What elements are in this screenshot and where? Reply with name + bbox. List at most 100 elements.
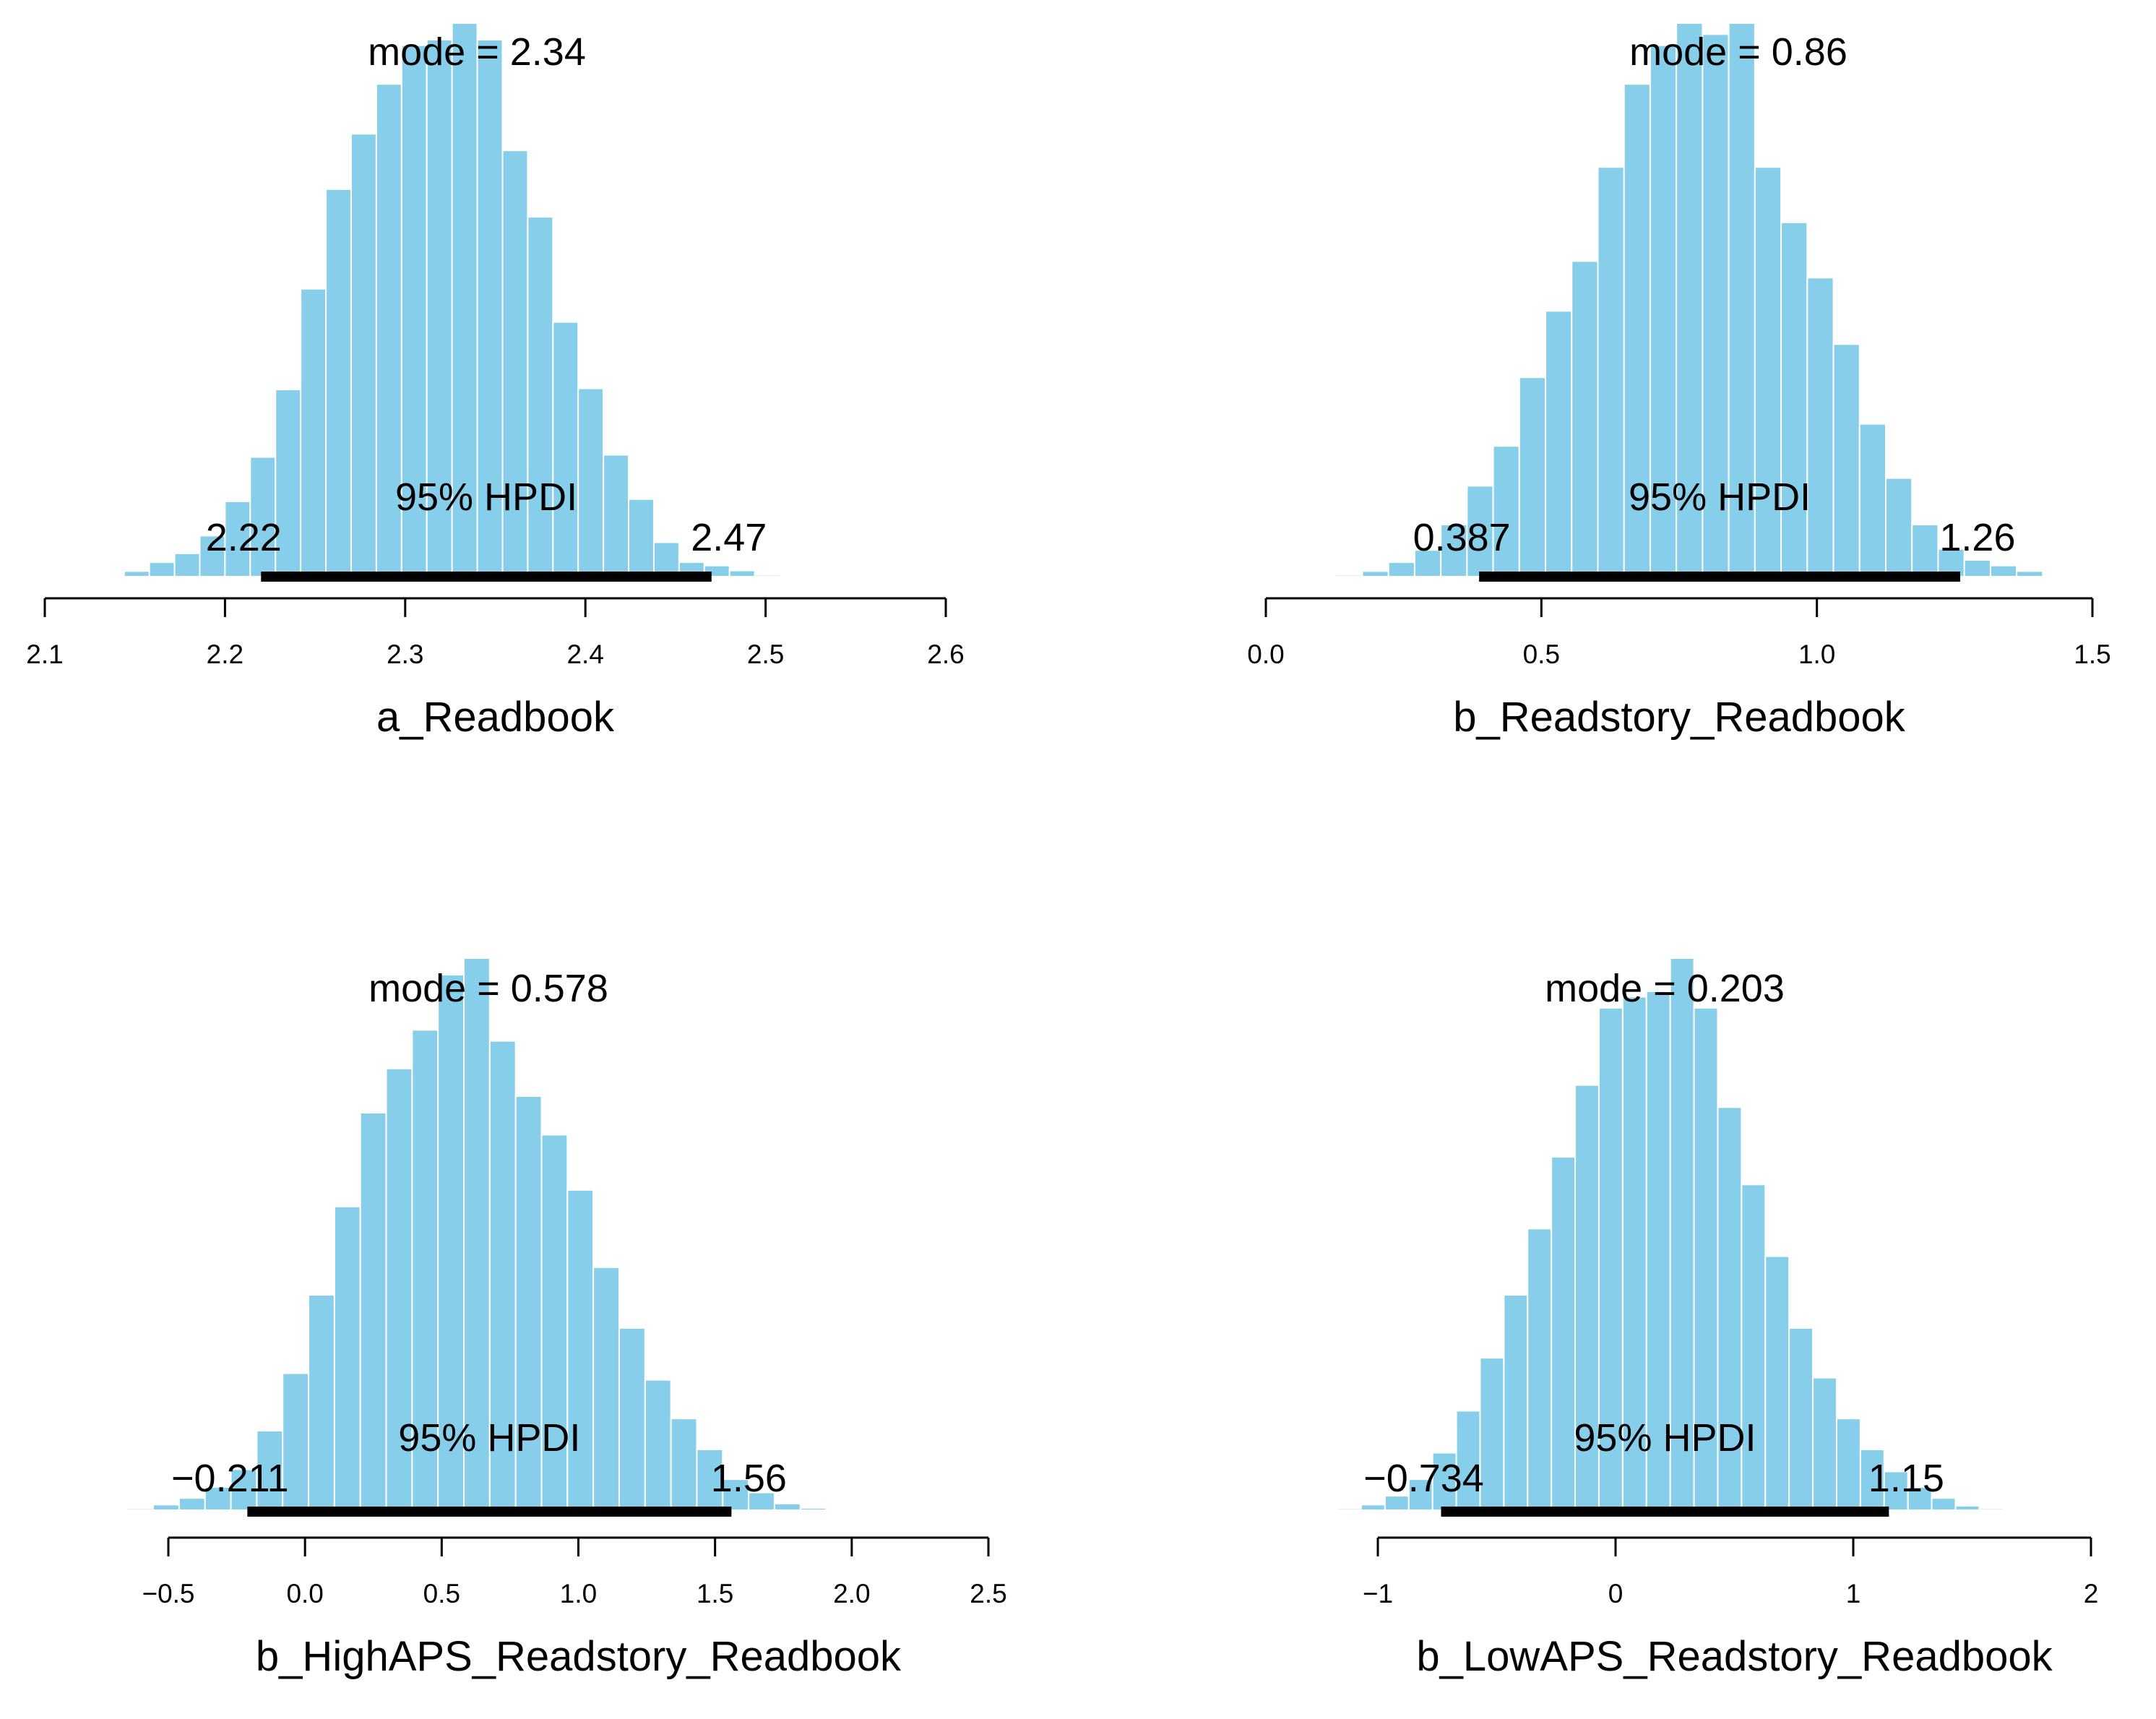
- histogram-bar: [256, 1429, 284, 1512]
- x-tick-label: 1.0: [560, 1579, 597, 1608]
- histogram-bar: [618, 1327, 646, 1511]
- histogram-bar: [1669, 957, 1695, 1511]
- x-tick-label: 1.5: [697, 1579, 733, 1608]
- x-tick-label: 0.0: [1247, 639, 1284, 669]
- x-tick-label: 1: [1846, 1579, 1861, 1608]
- x-tick-label: 1.5: [2074, 639, 2110, 669]
- histogram-bar: [1649, 44, 1678, 577]
- histogram-bar: [1387, 561, 1415, 577]
- x-tick-label: 2.6: [927, 639, 964, 669]
- histogram-bar: [1989, 564, 2018, 577]
- histogram-bar: [1545, 310, 1573, 577]
- mode-label: mode = 0.578: [368, 967, 608, 1010]
- x-tick-label: 2: [2084, 1579, 2099, 1608]
- histogram-bar: [825, 1509, 853, 1512]
- histogram-bar: [628, 498, 655, 578]
- histogram-bar: [1676, 22, 1704, 577]
- histogram-bar: [1806, 277, 1834, 577]
- x-axis-label: b_HighAPS_Readstory_Readbook: [256, 1633, 902, 1680]
- x-tick-label: 2.1: [26, 639, 63, 669]
- x-axis-label: b_LowAPS_Readstory_Readbook: [1416, 1633, 2053, 1680]
- histogram-bar: [1527, 1228, 1553, 1511]
- mode-label: mode = 0.86: [1629, 30, 1847, 74]
- histogram-bar: [1754, 166, 1782, 578]
- histogram-bar: [1885, 477, 1913, 577]
- histogram-bar: [1764, 1255, 1790, 1512]
- hpdi-interval-bar: [1479, 572, 1960, 582]
- hpdi-title: 95% HPDI: [398, 1416, 580, 1460]
- histogram-bar: [540, 1134, 569, 1511]
- histogram-bar: [670, 1418, 698, 1512]
- mode-label: mode = 0.203: [1545, 967, 1785, 1010]
- histogram-bar: [173, 552, 201, 578]
- histogram-bar: [126, 1507, 155, 1512]
- histogram-bar: [2016, 570, 2044, 578]
- hpdi-upper-label: 1.26: [1939, 516, 2015, 559]
- histogram-bar: [1859, 1448, 1885, 1511]
- histogram-bar: [325, 188, 352, 577]
- histogram-bar: [1309, 574, 1337, 578]
- histogram-bar: [1479, 1357, 1505, 1511]
- histogram-bar: [1911, 523, 1939, 577]
- histogram-bar: [552, 321, 579, 577]
- histogram-bar: [566, 1189, 595, 1511]
- histogram-bar: [463, 957, 491, 1511]
- histogram-bar: [1832, 343, 1860, 577]
- histogram-bar: [728, 569, 756, 577]
- panel-a-readbook: 2.1 2.2 2.3 2.4 2.5 2.6 a_Readbook mode = 2.34 9…: [26, 22, 965, 741]
- hpdi-interval-bar: [247, 1507, 732, 1517]
- histogram-bar: [359, 1111, 387, 1512]
- histogram-bar: [1717, 1106, 1743, 1511]
- histogram-bar: [230, 1468, 258, 1511]
- histogram-bar: [1361, 570, 1389, 578]
- histogram-bar: [350, 133, 377, 577]
- histogram-bar: [385, 1067, 413, 1512]
- x-tick-label: 2.5: [970, 1579, 1006, 1608]
- histogram-bar: [300, 288, 327, 577]
- hpdi-title: 95% HPDI: [1629, 475, 1811, 519]
- histogram-bar: [308, 1294, 335, 1512]
- histogram-bar: [1503, 1294, 1529, 1512]
- hpdi-upper-label: 1.15: [1868, 1457, 1944, 1500]
- histogram-bar: [199, 535, 226, 577]
- histogram-bar: [451, 22, 478, 577]
- histogram-bar: [488, 1040, 517, 1511]
- histogram-bar: [754, 574, 781, 578]
- panel-b-lowaps-readstory-readbook: −1 0 1 2 b_LowAPS_Readstory_Readbook mode = 0…: [1337, 957, 2099, 1680]
- hpdi-interval-bar: [261, 572, 712, 582]
- hpdi-upper-label: 2.47: [691, 516, 767, 559]
- x-tick-label: −0.5: [142, 1579, 194, 1608]
- hpdi-lower-label: 2.22: [206, 516, 282, 559]
- histogram-bar: [1788, 1327, 1814, 1511]
- histogram-bar: [400, 44, 428, 577]
- panel-b-readstory-readbook: 0.0 0.5 1.0 1.5 b_Readstory_Readbook mode = 0…: [1247, 22, 2111, 741]
- histogram-bar: [1931, 1497, 1957, 1511]
- x-tick-label: 2.3: [387, 639, 423, 669]
- hpdi-title: 95% HPDI: [395, 475, 577, 519]
- histogram-bar: [1571, 260, 1599, 577]
- histogram-bar: [577, 387, 605, 577]
- histogram-bar: [1492, 445, 1520, 577]
- histogram-bar: [652, 541, 680, 577]
- histogram-bar: [799, 1507, 827, 1512]
- histogram-bar: [1954, 1504, 1980, 1511]
- x-tick-label: 2.2: [207, 639, 243, 669]
- hpdi-lower-label: −0.211: [171, 1457, 289, 1500]
- histogram-bar: [773, 1502, 801, 1512]
- x-tick-label: −1: [1363, 1579, 1393, 1608]
- histogram-bar: [1883, 1470, 1909, 1512]
- histogram-bar: [1645, 990, 1671, 1511]
- histogram-bar: [98, 574, 125, 578]
- x-axis-label: a_Readbook: [376, 694, 615, 741]
- histogram-bar: [1702, 33, 1730, 577]
- histogram-bar: [1741, 1184, 1767, 1511]
- x-tick-label: 2.0: [833, 1579, 870, 1608]
- x-axis-label: b_Readstory_Readbook: [1453, 694, 1906, 741]
- histogram-bar: [1728, 22, 1756, 577]
- histogram-bar: [204, 1486, 232, 1512]
- histogram-bar: [2002, 1509, 2028, 1512]
- histogram-bar: [1335, 574, 1363, 578]
- x-tick-label: 0: [1608, 1579, 1624, 1608]
- histogram-bar: [1407, 1478, 1433, 1511]
